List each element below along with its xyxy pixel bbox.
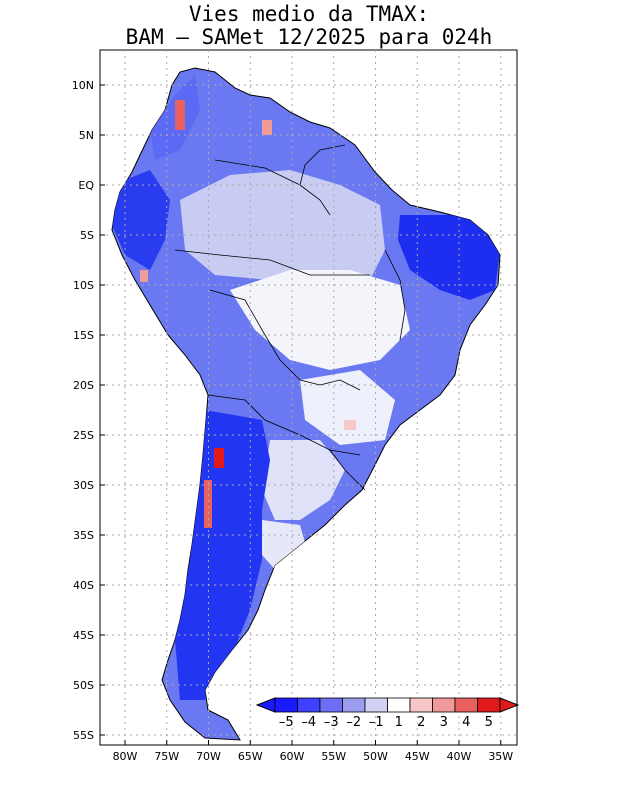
lat-tick-label: 25S (73, 429, 94, 442)
lon-tick-label: 35W (488, 750, 513, 763)
colorbar-label: 2 (417, 715, 425, 730)
lat-tick-label: 20S (73, 379, 94, 392)
lat-tick-label: 10S (73, 279, 94, 292)
colorbar-swatch (319, 697, 343, 713)
lon-tick-label: 40W (447, 750, 472, 763)
lon-tick-label: 55W (321, 750, 346, 763)
colorbar: –5 –4 –3 –2 –1 1 2 3 4 5 (255, 697, 520, 730)
lat-tick-label: 10N (72, 79, 94, 92)
colorbar-label: –5 (279, 715, 294, 730)
map-title-line2: BAM – SAMet 12/2025 para 024h (125, 25, 493, 49)
lon-tick-label: 75W (154, 750, 179, 763)
lat-tick-label: EQ (78, 179, 94, 192)
colorbar-swatch (454, 697, 478, 713)
lon-tick-label: 45W (405, 750, 430, 763)
lon-tick-label: 65W (238, 750, 263, 763)
colorbar-label: 5 (485, 715, 493, 730)
colorbar-swatch (387, 697, 411, 713)
lat-tick-label: 40S (73, 579, 94, 592)
lat-tick-label: 5N (79, 129, 94, 142)
colorbar-label: –2 (346, 715, 361, 730)
colorbar-swatch (477, 697, 501, 713)
map-title-line1: Vies medio da TMAX: (188, 2, 430, 26)
latitude-labels: 10N 5N EQ 5S 10S 15S 20S 25S 30S 35S 40S 45S 50S 55S (72, 79, 105, 742)
colorbar-label: 1 (395, 715, 403, 730)
colorbar-label: –4 (301, 715, 316, 730)
colorbar-swatch (364, 697, 388, 713)
lat-tick-label: 55S (73, 729, 94, 742)
colorbar-swatch (274, 697, 298, 713)
lat-tick-label: 15S (73, 329, 94, 342)
colorbar-swatch (432, 697, 456, 713)
lat-tick-label: 45S (73, 629, 94, 642)
colorbar-label: 4 (462, 715, 470, 730)
colorbar-label: –3 (324, 715, 339, 730)
lat-tick-label: 5S (80, 229, 94, 242)
colorbar-label: –1 (369, 715, 384, 730)
lat-tick-label: 50S (73, 679, 94, 692)
colorbar-label: 3 (440, 715, 448, 730)
lon-tick-label: 70W (196, 750, 221, 763)
bias-shading (112, 75, 500, 700)
lat-tick-label: 35S (73, 529, 94, 542)
grid-lines (100, 50, 517, 745)
colorbar-swatch (342, 697, 366, 713)
colorbar-swatch (409, 697, 433, 713)
lat-tick-label: 30S (73, 479, 94, 492)
colorbar-extend-high (499, 697, 520, 713)
lon-tick-label: 60W (280, 750, 305, 763)
lon-tick-label: 80W (113, 750, 138, 763)
lon-tick-label: 50W (363, 750, 388, 763)
longitude-labels: 80W 75W 70W 65W 60W 55W 50W 45W 40W 35W (113, 740, 513, 763)
colorbar-swatch (297, 697, 321, 713)
